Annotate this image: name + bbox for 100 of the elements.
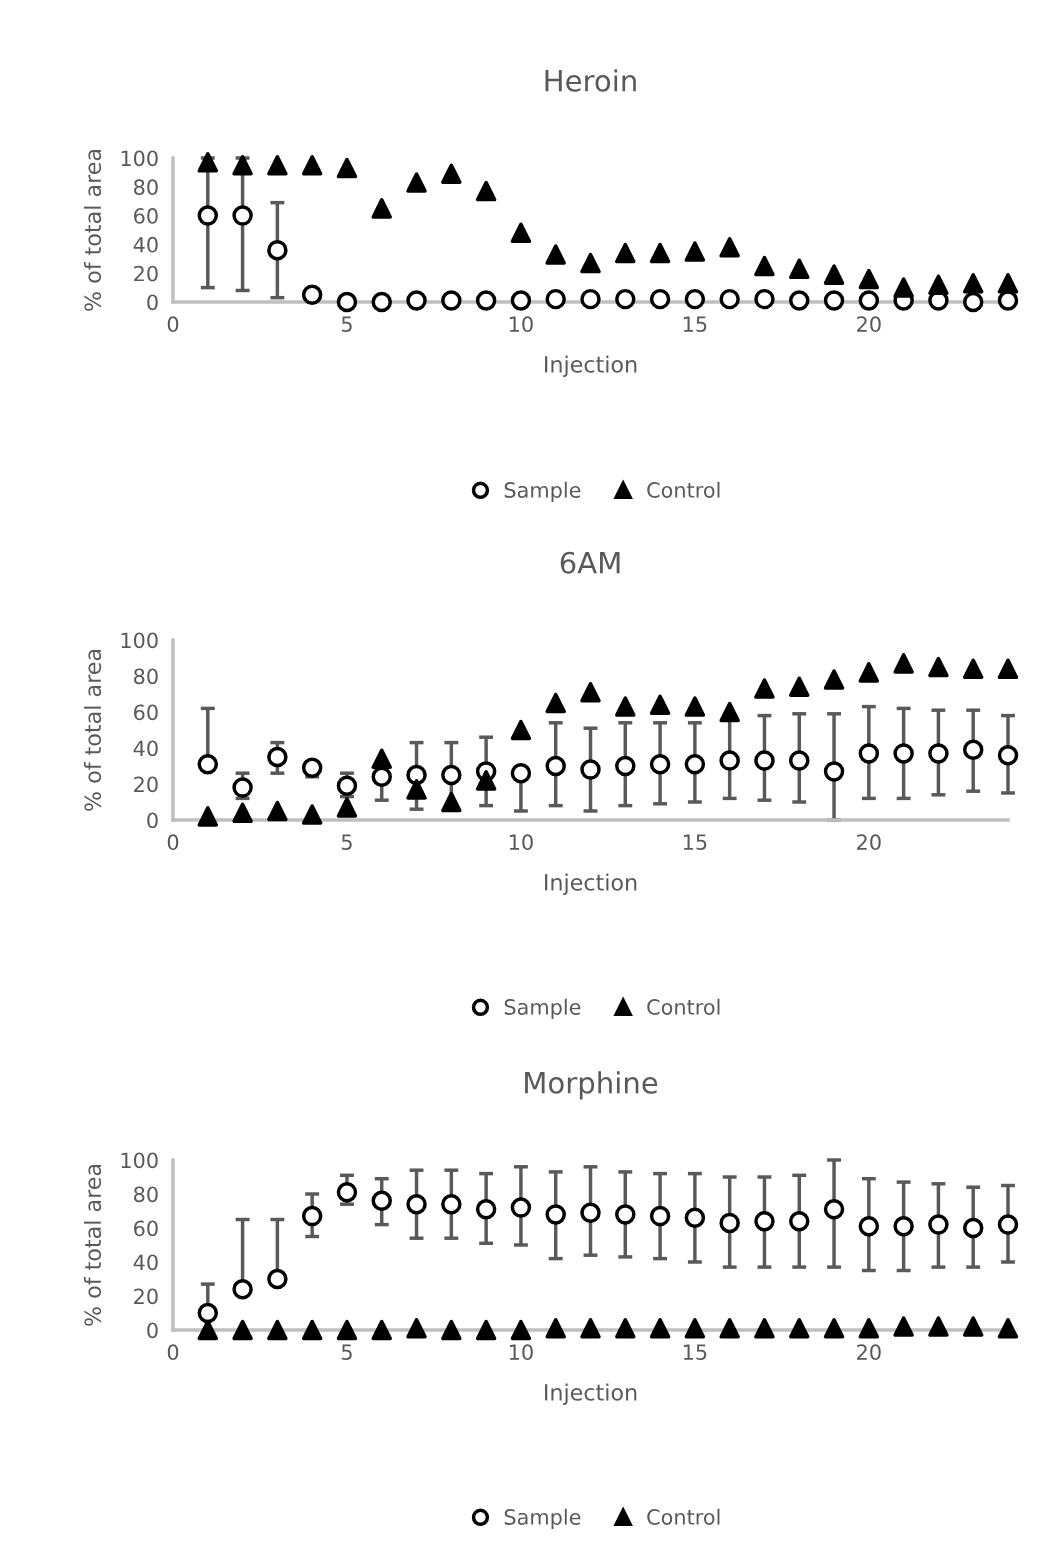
point [545, 755, 566, 777]
y-tick-label: 0 [147, 812, 158, 829]
point [580, 252, 601, 274]
point [789, 290, 810, 311]
y-tick-label: 40 [133, 1254, 158, 1271]
point [371, 198, 392, 219]
point [301, 1319, 323, 1341]
point [754, 1210, 775, 1232]
y-axis-title: % of total area [83, 1164, 102, 1326]
point [928, 743, 949, 764]
x-tick-label: 0 [167, 316, 179, 333]
point [615, 1318, 636, 1339]
point [441, 1319, 462, 1341]
point [719, 701, 740, 723]
point [232, 154, 253, 176]
legend-label: Sample [504, 998, 581, 1019]
point [232, 777, 253, 798]
point [545, 1204, 566, 1225]
x-tick-label: 15 [683, 834, 707, 851]
point [580, 759, 601, 780]
point [336, 775, 358, 797]
point [962, 273, 984, 294]
point [649, 1205, 671, 1227]
point [789, 258, 810, 280]
x-tick-label: 5 [341, 834, 352, 851]
point [649, 1318, 671, 1339]
chart-title: Morphine [525, 1071, 658, 1100]
y-tick-label: 100 [121, 1152, 158, 1169]
point [823, 761, 845, 782]
y-tick-label: 80 [134, 179, 158, 196]
point [301, 804, 323, 825]
point [719, 1318, 740, 1339]
point [615, 242, 636, 264]
legend-label: Control [647, 998, 720, 1015]
y-tick-label: 0 [147, 294, 158, 311]
x-tick-label: 20 [857, 316, 881, 333]
point [267, 800, 288, 822]
y-tick-label: 20 [134, 265, 158, 282]
y-tick-label: 80 [134, 668, 158, 685]
x-tick-label: 10 [509, 834, 533, 851]
point [997, 1318, 1019, 1339]
point [719, 1212, 740, 1234]
point [928, 656, 949, 678]
point [267, 1268, 288, 1290]
point [441, 791, 462, 813]
point [510, 290, 532, 311]
y-tick-label: 20 [134, 776, 158, 793]
y-tick-label: 60 [134, 208, 158, 224]
point [754, 1318, 775, 1339]
point [615, 288, 636, 310]
point [267, 239, 288, 261]
point [684, 1207, 706, 1229]
point [789, 750, 810, 771]
point [510, 762, 532, 784]
y-tick-label: 100 [121, 150, 158, 167]
point [336, 797, 358, 818]
point [615, 755, 636, 777]
point [754, 678, 775, 699]
point [684, 696, 706, 717]
point [197, 806, 219, 827]
point [789, 1318, 810, 1339]
point [441, 1193, 462, 1215]
point [893, 277, 914, 298]
point [441, 163, 462, 185]
point [962, 739, 984, 761]
y-tick-label: 40 [133, 740, 158, 757]
legend-label: Sample [504, 1508, 581, 1529]
y-tick-label: 100 [121, 632, 158, 649]
point [719, 237, 740, 258]
x-tick-label: 0 [167, 1344, 179, 1361]
point [858, 662, 880, 683]
point [371, 291, 392, 313]
x-tick-label: 0 [167, 834, 179, 851]
point [475, 1319, 497, 1341]
point [754, 750, 775, 771]
x-tick-label: 15 [683, 316, 707, 333]
point [441, 764, 462, 786]
point [371, 766, 392, 788]
point [997, 273, 1019, 294]
x-tick-label: 10 [509, 316, 533, 333]
point [823, 264, 845, 285]
point [475, 290, 497, 311]
y-tick-label: 0 [147, 1322, 158, 1339]
point [858, 1216, 880, 1237]
point [580, 1202, 601, 1223]
point [371, 1190, 392, 1212]
point [684, 753, 706, 775]
legend-label: Control [647, 481, 720, 498]
y-axis-title: % of total area [83, 149, 102, 311]
point [580, 288, 601, 310]
point [580, 681, 601, 703]
point [684, 1318, 706, 1339]
point [232, 205, 253, 226]
x-tick-label: 20 [857, 834, 881, 851]
point [928, 274, 949, 295]
point [336, 291, 358, 313]
point [649, 288, 671, 310]
point [858, 268, 880, 290]
point [545, 244, 566, 265]
point [301, 284, 323, 306]
